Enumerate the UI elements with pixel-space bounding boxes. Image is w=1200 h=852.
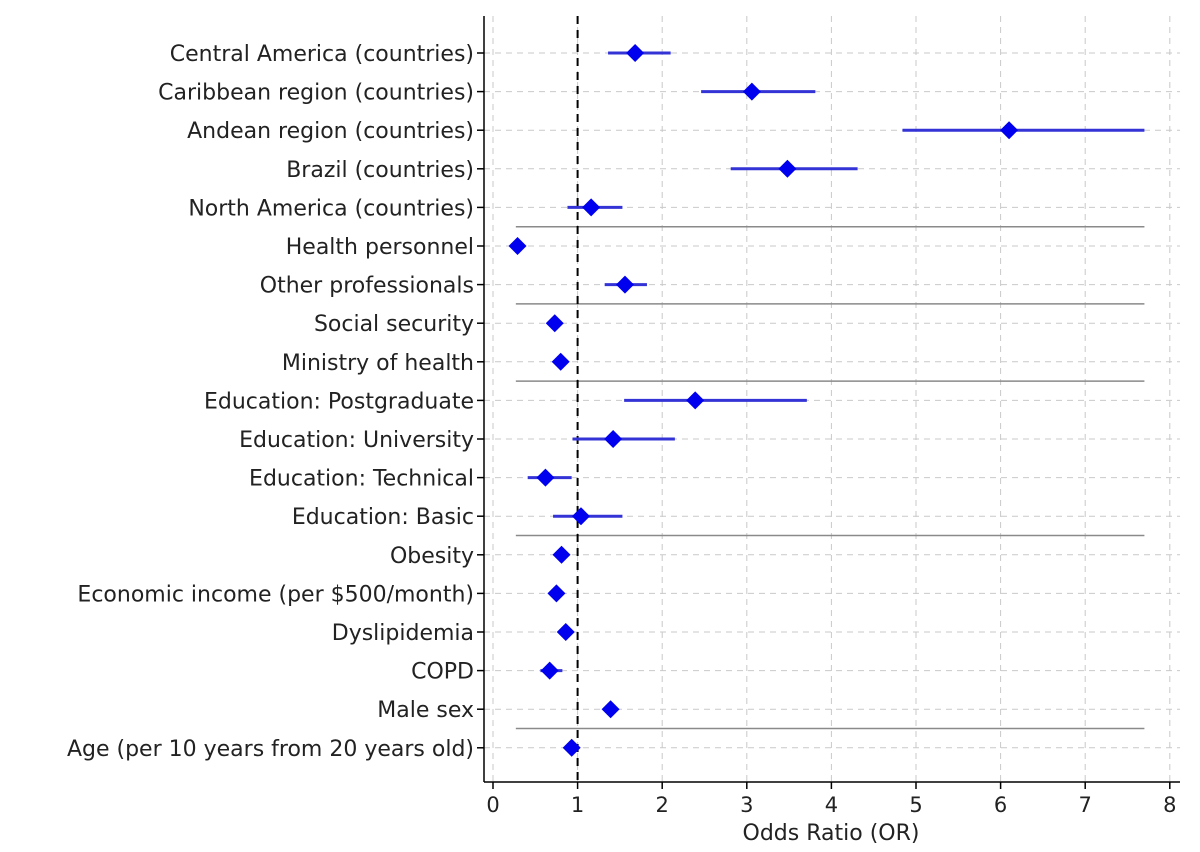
- x-tick-label: 1: [571, 793, 584, 817]
- or-marker: [536, 468, 555, 487]
- x-tick-labels: 0 1 2 3 4 5 6 7 8: [486, 782, 1176, 817]
- or-marker: [604, 430, 623, 448]
- or-marker: [551, 352, 570, 371]
- y-tick-label: Education: Basic: [292, 505, 474, 530]
- group-separators: [515, 225, 1145, 730]
- or-marker: [582, 198, 601, 217]
- y-tick-label: COPD: [411, 660, 474, 685]
- x-tick-label: 2: [656, 793, 669, 817]
- x-tick-label: 8: [1163, 793, 1176, 817]
- y-tick-label: Other professionals: [260, 274, 474, 299]
- or-marker: [552, 545, 571, 564]
- x-axis-title: Odds Ratio (OR): [743, 821, 920, 846]
- or-marker: [571, 507, 590, 526]
- x-tick-label: 4: [825, 793, 838, 817]
- or-marker: [556, 623, 575, 641]
- y-tick-label: Central America (countries): [170, 42, 474, 67]
- y-tick-label: Education: Technical: [249, 467, 474, 492]
- or-marker: [547, 584, 566, 603]
- x-tick-label: 0: [486, 793, 499, 817]
- y-tick-label: Brazil (countries): [286, 158, 474, 183]
- or-marker: [1000, 121, 1019, 140]
- x-tick-label: 7: [1079, 793, 1092, 817]
- or-marker: [601, 700, 620, 719]
- y-tick-label: Caribbean region (countries): [158, 81, 474, 106]
- y-tick-label: Economic income (per $500/month): [77, 582, 474, 607]
- y-tick-label: Male sex: [377, 698, 474, 723]
- x-tick-label: 5: [909, 793, 922, 817]
- y-tick-label: Dyslipidemia: [332, 621, 474, 646]
- or-marker: [508, 237, 527, 255]
- or-marker: [778, 159, 797, 178]
- y-tick-label: North America (countries): [188, 196, 474, 221]
- or-marker: [686, 391, 705, 410]
- y-tick-label: Andean region (countries): [187, 119, 474, 144]
- or-marker: [562, 738, 581, 757]
- or-marker: [545, 314, 564, 333]
- y-tick-labels: Central America (countries) Caribbean reg…: [67, 42, 484, 762]
- y-tick-label: Education: Postgraduate: [204, 389, 474, 414]
- or-marker: [742, 82, 761, 101]
- or-marker: [540, 661, 559, 680]
- x-tick-label: 3: [740, 793, 753, 817]
- y-tick-label: Social security: [314, 312, 474, 337]
- or-marker: [626, 44, 645, 62]
- y-tick-label: Health personnel: [286, 235, 474, 260]
- y-tick-label: Obesity: [390, 544, 474, 569]
- x-tick-label: 6: [994, 793, 1007, 817]
- point-estimates: [508, 44, 1019, 757]
- y-tick-label: Age (per 10 years from 20 years old): [67, 737, 474, 762]
- or-marker: [615, 275, 634, 294]
- y-tick-label: Education: University: [239, 428, 474, 453]
- y-tick-label: Ministry of health: [282, 351, 474, 376]
